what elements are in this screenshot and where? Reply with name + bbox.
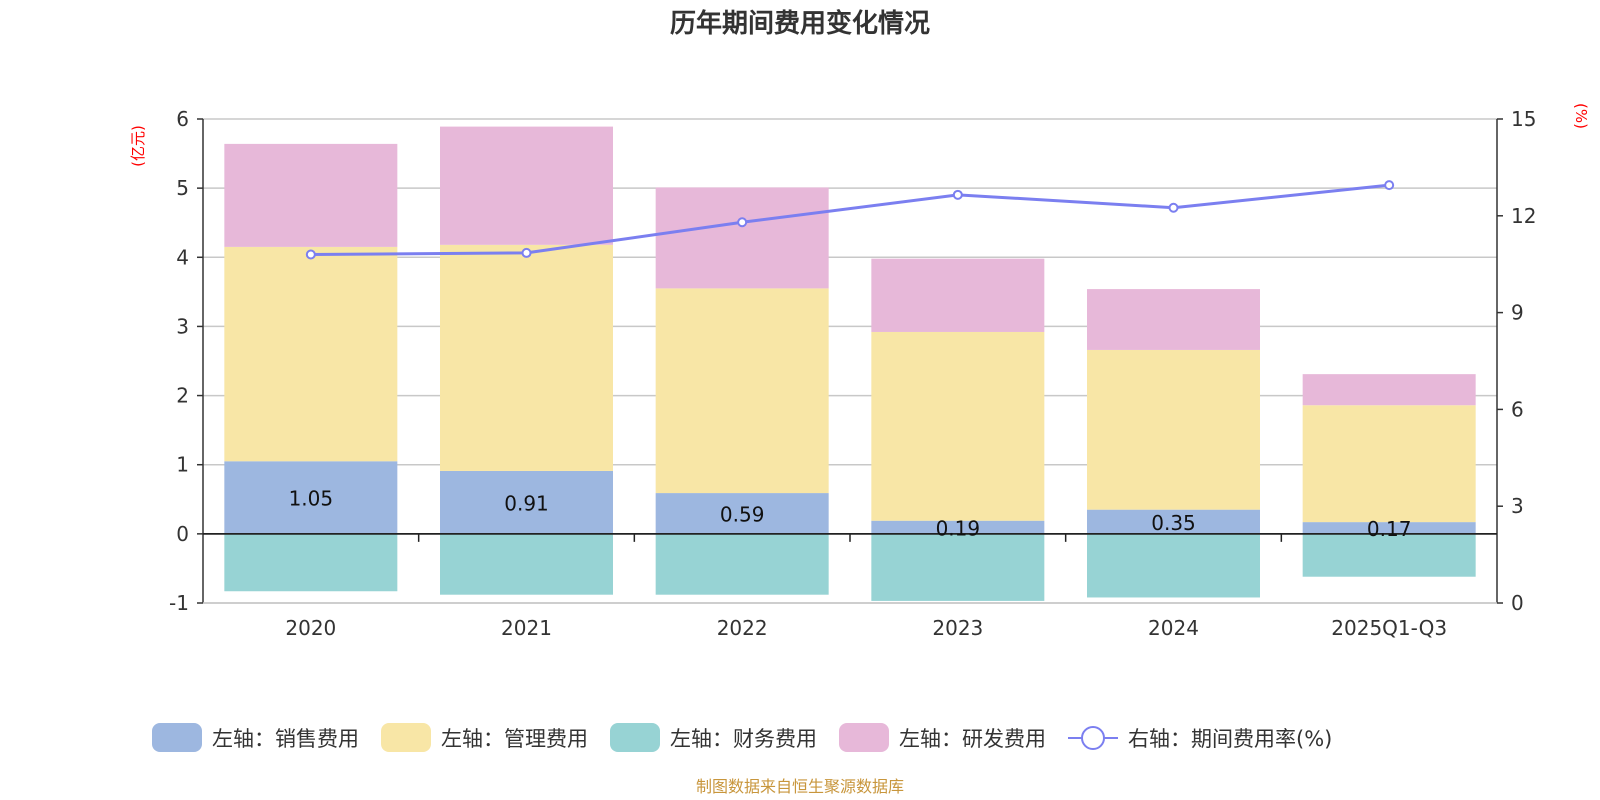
bar-value-label: 1.05 [289,487,334,511]
left-tick-label: 2 [176,384,189,408]
left-tick-label: 4 [176,245,189,269]
source-note: 制图数据来自恒生聚源数据库 [696,777,904,796]
bar-segment [440,126,613,245]
bar-segment [1087,533,1260,598]
rate-point [521,247,532,258]
legend-swatch [839,723,889,752]
bar-segment [655,288,829,494]
rate-point [737,217,748,228]
bar-value-label: 0.35 [1151,511,1196,535]
bar-segment [440,470,613,534]
legend-label: 左轴：研发费用 [899,727,1046,751]
bar-segment [1302,374,1476,406]
legend-label: 左轴：财务费用 [670,727,817,751]
rate-point [305,249,316,260]
right-tick-label: 0 [1511,591,1524,615]
bar-segment [224,143,398,247]
right-axis-unit: (%) [1572,103,1590,129]
chart-title: 历年期间费用变化情况 [670,8,930,39]
bars [224,126,1476,601]
right-tick-label: 6 [1511,397,1524,421]
left-tick-label: -1 [169,591,189,615]
right-tick-label: 9 [1511,301,1524,325]
left-tick-label: 3 [176,314,189,338]
category-label: 2020 [285,616,336,640]
legend-label: 左轴：销售费用 [212,727,359,751]
category-label: 2024 [1148,616,1199,640]
bar-segment [871,533,1045,601]
category-label: 2021 [501,616,552,640]
bar-segment [1302,405,1476,523]
bar-segment [1302,533,1476,577]
right-tick-label: 3 [1511,494,1524,518]
bar-value-label: 0.19 [936,516,981,540]
bar-value-label: 0.91 [504,491,549,515]
legend-swatch [610,723,660,752]
bar-segment [871,520,1045,534]
left-tick-label: 0 [176,522,189,546]
left-tick-label: 6 [176,107,189,131]
bar-segment [1087,289,1260,350]
rate-point [1168,202,1179,213]
bar-segment [224,461,398,534]
grid-lines [203,118,1497,604]
category-label: 2022 [717,616,768,640]
rate-line [305,180,1395,260]
rate-point [1384,180,1395,191]
legend: 左轴：销售费用 左轴：管理费用 左轴：财务费用 左轴：研发费用 右轴：期间费用率(%) [152,723,1332,752]
left-tick-label: 1 [176,453,189,477]
bar-segment [1087,349,1260,510]
rate-point [952,189,963,200]
bar-segment [871,331,1045,521]
bar-value-label: 0.17 [1367,517,1412,541]
bar-segment [224,246,398,462]
bar-segment [1087,509,1260,534]
category-label: 2023 [932,616,983,640]
bar-value-label: 0.59 [720,502,765,526]
category-label: 2025Q1-Q3 [1331,616,1447,640]
bar-segment [1302,522,1476,534]
bar-segment [440,533,613,595]
legend-label: 右轴：期间费用率(%) [1128,727,1332,751]
rate-line-path [310,183,1390,257]
left-tick-label: 5 [176,176,189,200]
bar-segment [655,533,829,595]
bar-segment [440,244,613,471]
right-tick-label: 12 [1511,204,1536,228]
legend-circle-swatch [1081,726,1105,750]
bar-segment [655,187,829,289]
right-tick-label: 15 [1511,107,1536,131]
legend-swatch [152,723,202,752]
bar-segment [871,258,1045,332]
legend-label: 左轴：管理费用 [441,727,588,751]
data-labels: 1.05 0.91 0.59 0.19 0.35 0.17 [289,487,1412,541]
legend-swatch [381,723,431,752]
bar-segment [224,533,398,592]
left-axis-unit: (亿元) [129,125,147,167]
bar-segment [655,493,829,534]
